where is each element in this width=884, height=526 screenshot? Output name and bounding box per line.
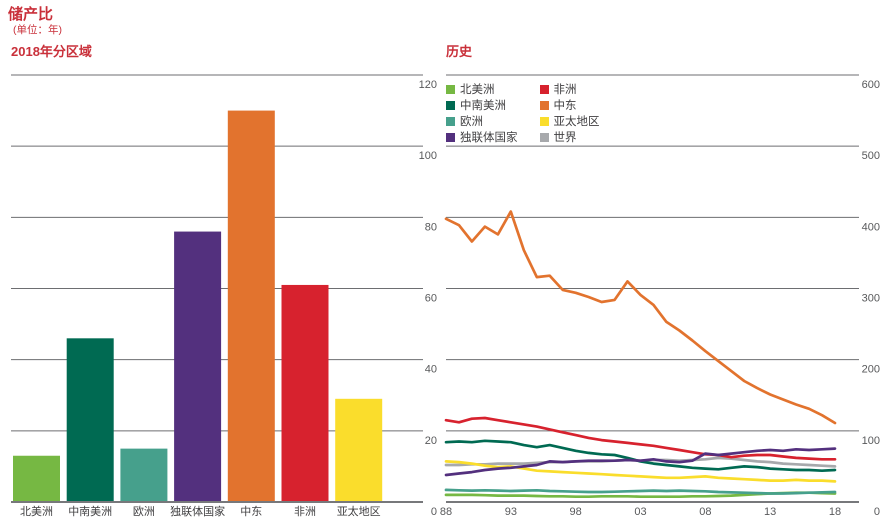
y-axis-tick-label: 400 <box>862 221 880 233</box>
legend-label: 中东 <box>553 100 577 112</box>
bar-chart-title: 2018年分区域 <box>11 44 92 59</box>
x-axis-tick-label: 98 <box>570 506 582 518</box>
legend-label: 中南美洲 <box>460 100 506 112</box>
legend-label: 世界 <box>553 132 577 144</box>
bar-亚太地区 <box>335 398 383 501</box>
legend-item-中东: 中东 <box>539 97 600 113</box>
legend-swatch-icon <box>539 100 549 110</box>
legend-label: 北美洲 <box>460 84 495 96</box>
y-axis-tick-label: 600 <box>862 79 880 91</box>
x-axis-category-label: 欧洲 <box>133 505 155 518</box>
line-series-中东 <box>444 210 837 425</box>
line-series-欧洲 <box>444 488 837 495</box>
bar-非洲 <box>281 284 329 501</box>
line-series-亚太地区 <box>444 460 837 483</box>
x-axis-tick-label: 93 <box>505 506 517 518</box>
x-axis-tick-label: 18 <box>829 506 841 518</box>
line-chart-legend: 北美洲 中南美洲 欧洲 独联体国家 非洲 中东 亚太地区 世界 <box>446 81 600 145</box>
bar-独联体国家 <box>174 231 222 502</box>
legend-item-独联体国家: 独联体国家 <box>446 129 518 145</box>
bar-北美洲 <box>13 455 60 501</box>
legend-label: 非洲 <box>553 84 577 96</box>
legend-item-世界: 世界 <box>539 129 600 145</box>
x-axis-tick-label: 88 <box>440 506 452 518</box>
legend-column: 非洲中东亚太地区世界 <box>539 81 600 145</box>
legend-item-北美洲: 北美洲 <box>446 81 518 97</box>
y-axis-tick-label: 60 <box>425 293 437 305</box>
x-axis-category-label: 独联体国家 <box>170 504 225 518</box>
legend-swatch-icon <box>446 100 455 110</box>
line-series-独联体国家 <box>444 447 837 477</box>
legend-swatch-icon <box>446 116 455 126</box>
x-axis-category-label: 北美洲 <box>20 505 53 518</box>
bar-欧洲 <box>120 448 168 501</box>
y-axis-tick-label: 500 <box>862 150 880 162</box>
x-axis-category-label: 中东 <box>240 505 262 518</box>
y-axis-tick-label: 100 <box>862 435 880 447</box>
x-axis-category-label: 中南美洲 <box>68 505 112 518</box>
bar-中南美洲 <box>66 338 114 501</box>
y-axis-tick-label: 80 <box>425 221 437 233</box>
legend-item-亚太地区: 亚太地区 <box>539 113 600 129</box>
legend-column: 北美洲中南美洲欧洲独联体国家 <box>446 81 518 145</box>
y-axis-tick-label: 40 <box>425 364 437 376</box>
page-unit-label: (单位：年) <box>13 24 62 36</box>
line-chart-title: 历史 <box>446 44 473 59</box>
x-axis-tick-label: 03 <box>634 506 646 518</box>
line-series-非洲 <box>444 416 837 461</box>
y-axis-tick-label: 100 <box>419 150 437 162</box>
legend-item-非洲: 非洲 <box>539 81 600 97</box>
legend-swatch-icon <box>446 84 455 94</box>
page-title: 储产比 <box>8 6 54 23</box>
legend-swatch-icon <box>539 116 549 126</box>
y-axis-tick-label: 200 <box>862 364 880 376</box>
x-axis-category-label: 非洲 <box>294 505 316 518</box>
legend-swatch-icon <box>539 132 549 142</box>
legend-label: 欧洲 <box>460 116 483 128</box>
y-axis-tick-label: 0 <box>431 506 437 518</box>
legend-label: 独联体国家 <box>460 132 518 144</box>
x-axis-category-label: 亚太地区 <box>337 505 381 518</box>
legend-item-欧洲: 欧洲 <box>446 113 518 129</box>
bar-中东 <box>227 110 275 501</box>
x-axis-tick-label: 08 <box>699 506 711 518</box>
legend-swatch-icon <box>539 84 549 94</box>
y-axis-tick-label: 300 <box>862 293 880 305</box>
legend-swatch-icon <box>446 132 455 142</box>
y-axis-tick-label: 0 <box>874 506 880 518</box>
x-axis-tick-label: 13 <box>764 506 776 518</box>
legend-item-中南美洲: 中南美洲 <box>446 97 518 113</box>
legend-label: 亚太地区 <box>553 116 600 128</box>
y-axis-tick-label: 20 <box>425 435 437 447</box>
y-axis-tick-label: 120 <box>419 79 437 91</box>
